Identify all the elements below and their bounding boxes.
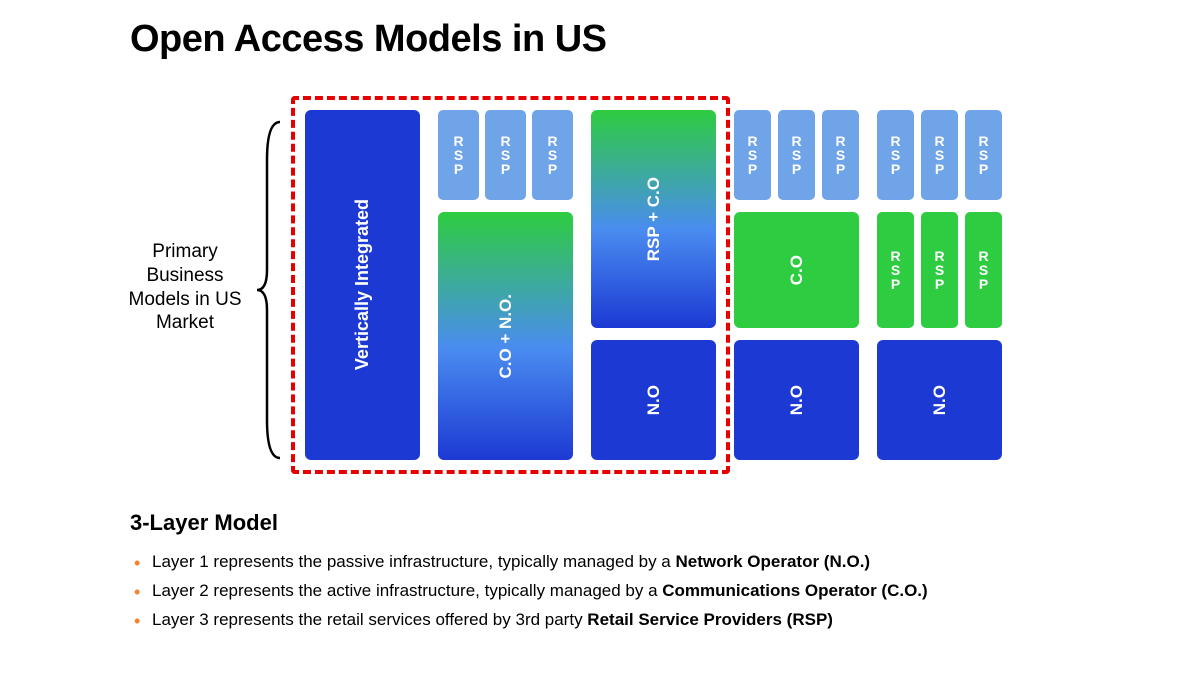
- rsp-pill: RSP: [877, 212, 914, 328]
- rsp-pill: RSP: [532, 110, 573, 200]
- brace-icon: [255, 120, 285, 460]
- rsp-pill: RSP: [921, 212, 958, 328]
- rsp-pill: RSP: [921, 110, 958, 200]
- rsp-pill: RSP: [877, 110, 914, 200]
- rsp-pill: RSP: [438, 110, 479, 200]
- diagram-column: Vertically Integrated: [305, 110, 420, 460]
- layer-block-label: RSP + C.O: [644, 177, 664, 261]
- diagram-column: RSP + C.O N.O: [591, 110, 716, 460]
- diagram-area: Primary Business Models in US Market Ver…: [120, 100, 1120, 480]
- rsp-row: RSPRSPRSP: [438, 110, 573, 200]
- layer-block: C.O + N.O.: [438, 212, 573, 460]
- footer-item-bold: Communications Operator (C.O.): [662, 581, 927, 600]
- side-label-wrap: Primary Business Models in US Market: [120, 120, 290, 460]
- footer-section: 3-Layer Model Layer 1 represents the pas…: [130, 510, 1130, 635]
- footer-title: 3-Layer Model: [130, 510, 1130, 536]
- layer-block: Vertically Integrated: [305, 110, 420, 460]
- diagram-column: RSPRSPRSPRSPRSPRSPN.O: [877, 110, 1002, 460]
- footer-item-text: Layer 3 represents the retail services o…: [152, 610, 587, 629]
- rsp-pill: RSP: [778, 110, 815, 200]
- diagram-columns: Vertically IntegratedRSPRSPRSPC.O + N.O.…: [305, 110, 1002, 470]
- rsp-row: RSPRSPRSP: [877, 110, 1002, 200]
- rsp-pill: RSP: [822, 110, 859, 200]
- rsp-pill: RSP: [734, 110, 771, 200]
- layer-block-label: N.O: [644, 385, 664, 415]
- footer-item-bold: Retail Service Providers (RSP): [587, 610, 833, 629]
- layer-block: N.O: [591, 340, 716, 460]
- layer-block: RSP + C.O: [591, 110, 716, 328]
- diagram-column: RSPRSPRSPC.ON.O: [734, 110, 859, 460]
- footer-item-text: Layer 1 represents the passive infrastru…: [152, 552, 676, 571]
- footer-item-text: Layer 2 represents the active infrastruc…: [152, 581, 662, 600]
- layer-block-label: C.O + N.O.: [496, 294, 516, 379]
- layer-block: N.O: [877, 340, 1002, 460]
- rsp-row: RSPRSPRSP: [877, 212, 1002, 328]
- layer-block-label: Vertically Integrated: [352, 199, 373, 370]
- rsp-pill: RSP: [485, 110, 526, 200]
- footer-list: Layer 1 represents the passive infrastru…: [130, 548, 1130, 635]
- layer-block-label: N.O: [787, 385, 807, 415]
- footer-list-item: Layer 1 represents the passive infrastru…: [130, 548, 1130, 577]
- footer-list-item: Layer 3 represents the retail services o…: [130, 606, 1130, 635]
- layer-block: C.O: [734, 212, 859, 328]
- diagram-column: RSPRSPRSPC.O + N.O.: [438, 110, 573, 460]
- rsp-pill: RSP: [965, 110, 1002, 200]
- layer-block-label: C.O: [787, 255, 807, 285]
- layer-block-label: N.O: [930, 385, 950, 415]
- rsp-row: RSPRSPRSP: [734, 110, 859, 200]
- side-label: Primary Business Models in US Market: [120, 240, 250, 335]
- footer-item-bold: Network Operator (N.O.): [676, 552, 871, 571]
- rsp-pill: RSP: [965, 212, 1002, 328]
- page-title: Open Access Models in US: [130, 18, 607, 61]
- layer-block: N.O: [734, 340, 859, 460]
- footer-list-item: Layer 2 represents the active infrastruc…: [130, 577, 1130, 606]
